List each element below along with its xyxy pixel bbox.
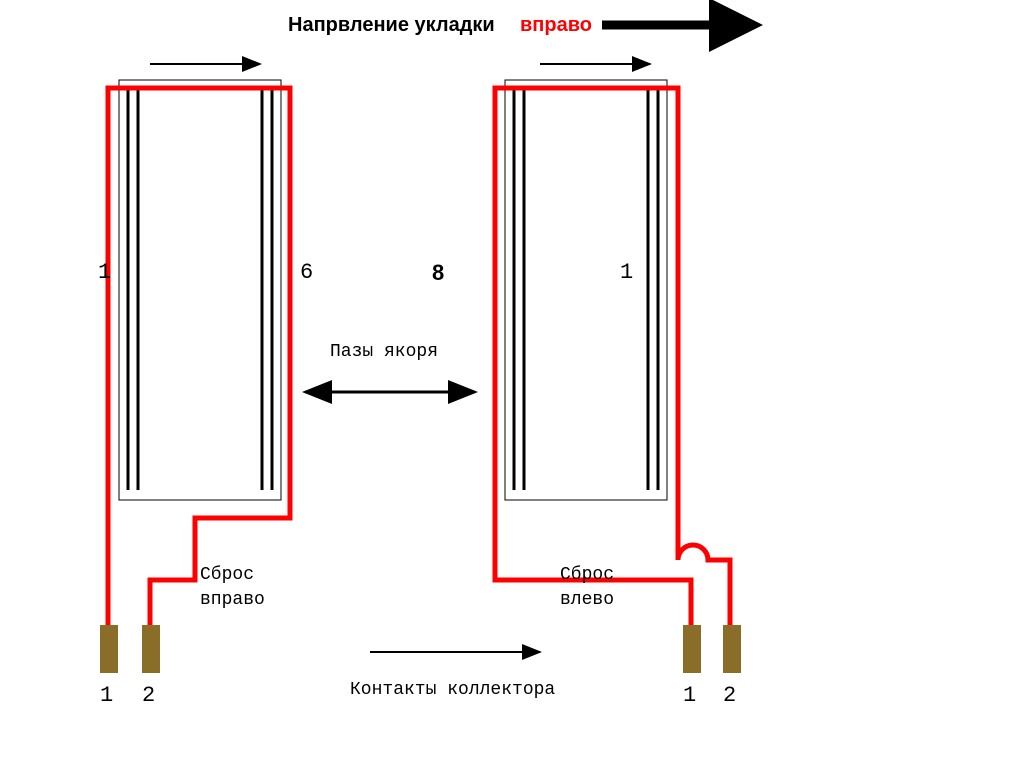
left-contact-2 bbox=[142, 625, 160, 673]
left-contact-1 bbox=[100, 625, 118, 673]
right-contact-2 bbox=[723, 625, 741, 673]
left-slot-left-label: 1 bbox=[98, 260, 111, 285]
diagram-canvas bbox=[0, 0, 1024, 767]
right-drop-caption-l2: влево bbox=[560, 590, 614, 610]
right-slot-left-label: 8 bbox=[432, 260, 444, 286]
center-caption: Пазы якоря bbox=[330, 342, 438, 362]
collector-caption: Контакты коллектора bbox=[350, 680, 555, 700]
right-drop-caption-l1: Сброс bbox=[560, 565, 614, 585]
left-contact-2-label: 2 bbox=[142, 683, 155, 708]
right-contact-2-label: 2 bbox=[723, 683, 736, 708]
left-contact-1-label: 1 bbox=[100, 683, 113, 708]
left-slot-right-label: 6 bbox=[300, 260, 313, 285]
title-part2: вправо bbox=[520, 14, 592, 37]
title-part1: Напрвление укладки bbox=[288, 14, 495, 37]
left-drop-caption-l1: Сброс bbox=[200, 565, 254, 585]
left-drop-caption-l2: вправо bbox=[200, 590, 265, 610]
left-coil-frame bbox=[119, 80, 281, 500]
right-contact-1 bbox=[683, 625, 701, 673]
right-contact-1-label: 1 bbox=[683, 683, 696, 708]
right-slot-right-label: 1 bbox=[620, 260, 633, 285]
right-coil-frame bbox=[505, 80, 667, 500]
